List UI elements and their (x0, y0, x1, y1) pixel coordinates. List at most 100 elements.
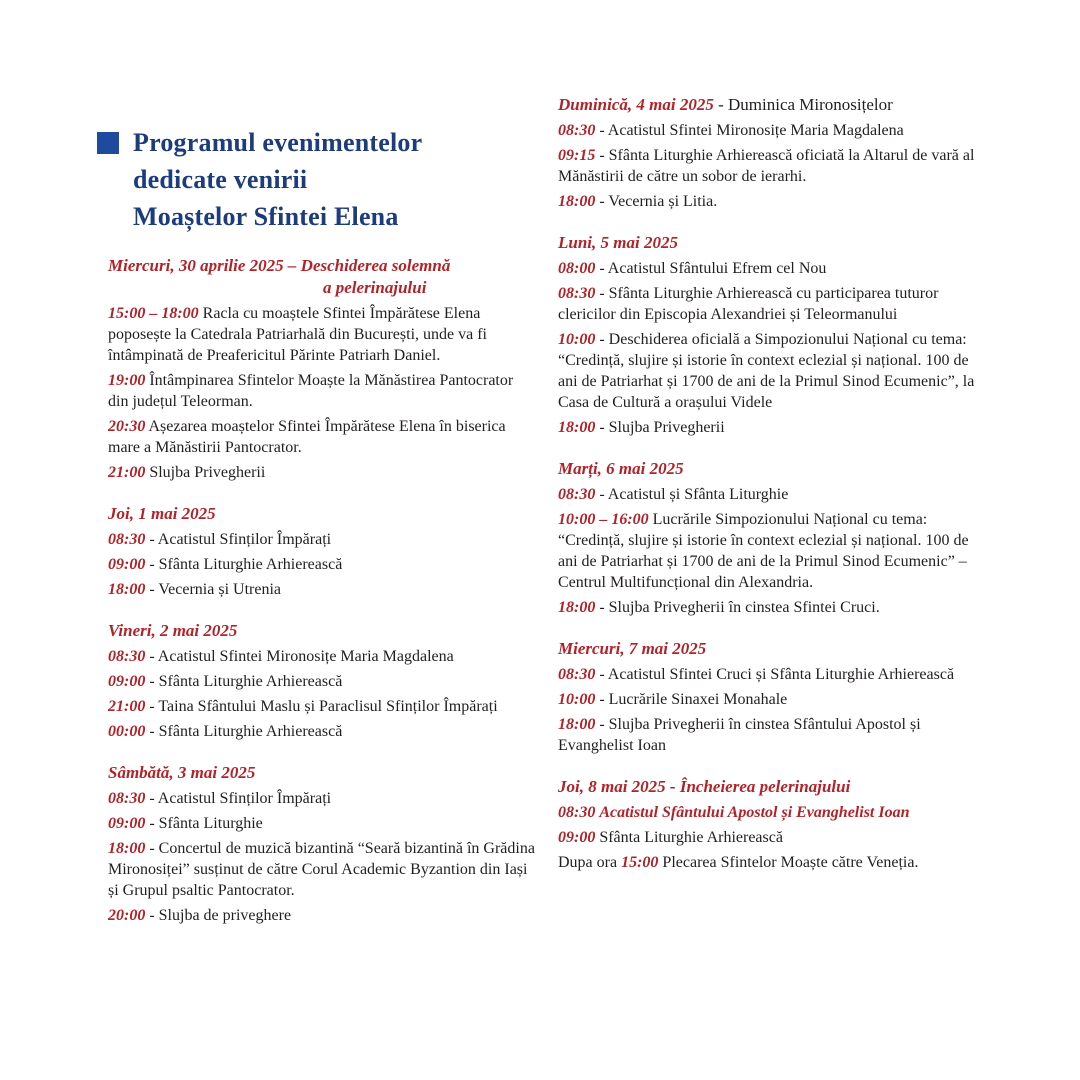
event-description: Acatistul Sfinților Împărați (157, 790, 332, 807)
section-date-heading: Duminică, 4 mai 2025 - Duminica Mironosi… (558, 94, 992, 116)
schedule-section: Luni, 5 mai 2025 08:00 - Acatistul Sfântu… (558, 232, 992, 438)
time-separator: - (595, 285, 609, 302)
time-separator: - (145, 698, 159, 715)
schedule-item: 18:00 - Slujba Privegherii (558, 417, 992, 438)
time-separator: - (145, 723, 159, 740)
section-date-heading: Miercuri, 7 mai 2025 (558, 638, 992, 660)
event-time: 08:30 (108, 648, 146, 665)
event-time: 09:00 (108, 815, 146, 832)
event-description-red: Acatistul Sfântului Apostol și Evangheli… (599, 804, 910, 821)
heading-date-text: Sâmbătă, 3 mai 2025 (108, 763, 256, 782)
page-title-text: Programul evenimentelor dedicate venirii… (133, 124, 422, 235)
schedule-item: 18:00 - Vecernia și Litia. (558, 191, 992, 212)
event-time: 09:00 (558, 829, 596, 846)
event-description: Întâmpinarea Sfintelor Moaște la Mănăsti… (108, 372, 514, 410)
page-title-line: dedicate venirii (133, 165, 308, 194)
section-date-heading: Joi, 8 mai 2025 - Încheierea pelerinajul… (558, 776, 992, 798)
event-description: Acatistul și Sfânta Liturghie (607, 486, 789, 503)
event-description: Vecernia și Utrenia (158, 581, 281, 598)
event-time: 09:15 (558, 147, 596, 164)
schedule-item: 08:30 - Acatistul Sfintei Mironosițe Mar… (108, 646, 536, 667)
event-description: Acatistul Sfintei Mironosițe Maria Magda… (607, 122, 904, 139)
event-time: 18:00 (558, 599, 596, 616)
schedule-item: 18:00 - Vecernia și Utrenia (108, 579, 536, 600)
time-separator: - (595, 193, 609, 210)
event-description: Deschiderea oficială a Simpozionului Naț… (558, 331, 975, 411)
event-time: 18:00 (558, 716, 596, 733)
event-time: 08:00 (558, 260, 596, 277)
event-time: 08:30 (108, 790, 146, 807)
schedule-item: 08:30 - Acatistul Sfinților Împărați (108, 529, 536, 550)
time-separator: - (595, 486, 608, 503)
event-description: Lucrările Sinaxei Monahale (608, 691, 788, 708)
event-description: Taina Sfântului Maslu și Paraclisul Sfin… (158, 698, 498, 715)
schedule-section: Marți, 6 mai 2025 08:30 - Acatistul și Sf… (558, 458, 992, 618)
heading-date-text: Miercuri, 30 aprilie 2025 – Deschiderea … (108, 256, 451, 275)
event-time: 08:30 (108, 531, 146, 548)
time-separator: - (595, 716, 609, 733)
event-description: Sfânta Liturghie Arhierească (158, 556, 343, 573)
event-description: Sfânta Liturghie Arhierească (599, 829, 783, 846)
event-description: Acatistul Sfinților Împărați (157, 531, 332, 548)
time-separator: - (145, 648, 158, 665)
event-time: 18:00 (108, 581, 146, 598)
schedule-section: Vineri, 2 mai 2025 08:30 - Acatistul Sfin… (108, 620, 536, 742)
event-time: 18:00 (558, 193, 596, 210)
time-separator: - (145, 907, 159, 924)
event-description: Slujba Privegherii (608, 419, 725, 436)
schedule-item: 08:30 - Sfânta Liturghie Arhierească cu … (558, 283, 992, 325)
event-description: Lucrările Simpozionului Național cu tema… (558, 511, 969, 591)
event-description: Acatistul Sfintei Mironosițe Maria Magda… (157, 648, 454, 665)
page-title: Programul evenimentelor dedicate venirii… (97, 124, 536, 235)
schedule-item: 10:00 - Deschiderea oficială a Simpozion… (558, 329, 992, 413)
event-description: Acatistul Sfântului Efrem cel Nou (607, 260, 827, 277)
event-description: Sfânta Liturghie Arhierească cu particip… (558, 285, 939, 323)
event-description: Racla cu moaștele Sfintei Împărătese Ele… (108, 305, 487, 364)
section-date-heading: Marți, 6 mai 2025 (558, 458, 992, 480)
schedule-item: 10:00 – 16:00 Lucrările Simpozionului Na… (558, 509, 992, 593)
schedule-item: 10:00 - Lucrările Sinaxei Monahale (558, 689, 992, 710)
event-time: 10:00 (558, 691, 596, 708)
schedule-item: 15:00 – 18:00 Racla cu moaștele Sfintei … (108, 303, 536, 366)
schedule-section: Sâmbătă, 3 mai 2025 08:30 - Acatistul Sfi… (108, 762, 536, 926)
section-date-heading: Miercuri, 30 aprilie 2025 – Deschiderea … (108, 255, 536, 299)
schedule-item: 08:30 - Acatistul Sfinților Împărați (108, 788, 536, 809)
event-description: Așezarea moaștelor Sfintei Împărătese El… (108, 418, 506, 456)
page-title-line: Moaștelor Sfintei Elena (133, 202, 399, 231)
event-time: 08:30 (558, 804, 596, 821)
section-date-heading: Joi, 1 mai 2025 (108, 503, 536, 525)
time-separator: - (595, 122, 608, 139)
time-separator: - (595, 331, 609, 348)
event-description: Sfânta Liturghie Arhierească (158, 673, 343, 690)
time-separator: - (145, 531, 158, 548)
time-separator: - (145, 556, 159, 573)
event-description: Slujba Privegherii în cinstea Sfântului … (558, 716, 921, 754)
schedule-item: 09:00 - Sfânta Liturghie (108, 813, 536, 834)
schedule-item: 18:00 - Concertul de muzică bizantină “S… (108, 838, 536, 901)
time-separator: - (595, 599, 609, 616)
heading-date-text: Vineri, 2 mai 2025 (108, 621, 238, 640)
time-separator: - (595, 691, 609, 708)
schedule-item: 09:00 - Sfânta Liturghie Arhierească (108, 554, 536, 575)
heading-date-text: Luni, 5 mai 2025 (558, 233, 678, 252)
time-separator: - (145, 790, 158, 807)
heading-date-text: Joi, 1 mai 2025 (108, 504, 216, 523)
schedule-item: 21:00 - Taina Sfântului Maslu și Paracli… (108, 696, 536, 717)
schedule-item: 19:00 Întâmpinarea Sfintelor Moaște la M… (108, 370, 536, 412)
event-description: Slujba de priveghere (158, 907, 292, 924)
event-time: 10:00 – 16:00 (558, 511, 649, 528)
schedule-item: 08:00 - Acatistul Sfântului Efrem cel No… (558, 258, 992, 279)
event-time: 15:00 (621, 854, 659, 871)
time-separator: - (595, 666, 608, 683)
event-time: 08:30 (558, 285, 596, 302)
schedule-column-right: Duminică, 4 mai 2025 - Duminica Mironosi… (558, 94, 992, 877)
schedule-item: 09:15 - Sfânta Liturghie Arhierească ofi… (558, 145, 992, 187)
time-separator: - (145, 581, 159, 598)
time-separator: - (595, 260, 608, 277)
event-time: 08:30 (558, 486, 596, 503)
schedule-section: Joi, 8 mai 2025 - Încheierea pelerinajul… (558, 776, 992, 873)
event-description: Slujba Privegherii în cinstea Sfintei Cr… (608, 599, 880, 616)
schedule-item: 08:30 - Acatistul Sfintei Cruci și Sfânt… (558, 664, 992, 685)
event-description: Sfânta Liturghie (158, 815, 263, 832)
